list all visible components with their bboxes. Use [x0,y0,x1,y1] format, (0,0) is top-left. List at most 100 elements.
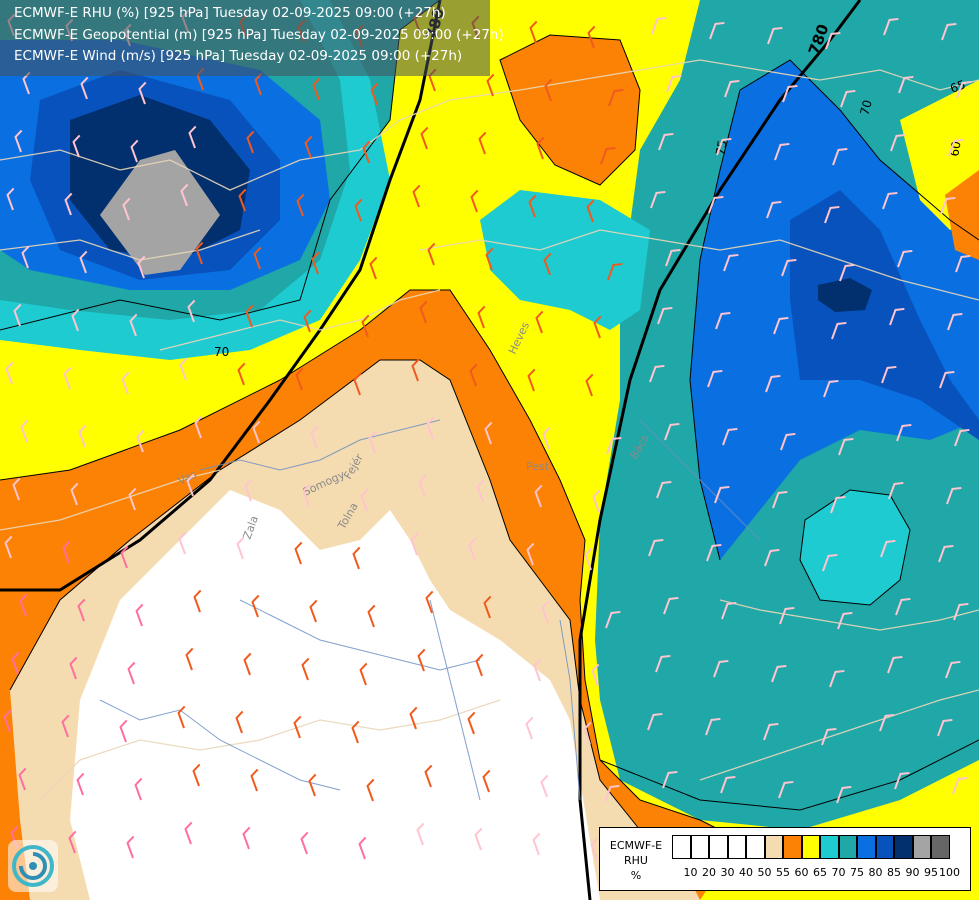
title-wind: ECMWF-E Wind (m/s) [925 hPa] Tuesday 02-… [14,48,463,64]
wind-barb [69,656,78,680]
wind-barb [134,777,143,801]
wind-barb [412,184,421,208]
wind-barb [409,706,418,730]
wind-barb [126,835,135,859]
legend-tick-label: 80 [868,866,883,879]
wind-barb [120,545,129,569]
wind-barb [310,425,319,449]
wind-barb [195,241,204,265]
wind-barb [68,830,77,854]
wind-barb [6,187,15,211]
wind-barb [955,254,971,273]
wind-barb [188,125,197,149]
wind-barb [237,362,246,386]
wind-barb [881,365,897,384]
wind-barb [78,424,87,448]
wind-barb [532,832,541,856]
legend-swatch [857,835,876,859]
wind-barb [294,541,303,565]
wind-barb [366,778,375,802]
wind-barb [940,196,956,215]
rivers [99,419,761,801]
contour-label-70-right: 70 [857,98,874,116]
wind-barb [485,247,494,271]
wind-barb [253,246,262,270]
rhu-band-below-55 [70,490,600,900]
wind-barb [410,532,419,556]
wind-barb [477,305,486,329]
wind-barb [604,784,620,803]
wind-barb [367,604,376,628]
wind-barb [587,25,596,49]
wind-barb [525,716,534,740]
wind-barb [483,595,492,619]
wind-barb [713,659,729,678]
wind-barb [840,89,856,108]
wind-barb [771,664,787,683]
wind-barb [837,611,853,630]
wind-barb [419,300,428,324]
wind-barb [300,831,309,855]
wind-barb [666,74,682,93]
wind-barb [5,361,14,385]
wind-barb [583,721,592,745]
wind-barbs [3,9,972,862]
rhu-band-70-mid [480,190,650,330]
wind-barb [484,421,493,445]
wind-barb [780,432,796,451]
legend-tick-label: 30 [720,866,735,879]
legend-swatch [875,835,894,859]
wind-barb [20,419,29,443]
wind-barb [127,661,136,685]
map-title-box: ECMWF-E RHU (%) [925 hPa] Tuesday 02-09-… [0,0,504,76]
wind-barb [482,769,491,793]
wind-barb [655,654,671,673]
wind-barb [136,429,145,453]
wind-barb [119,719,128,743]
wind-barb [585,373,594,397]
wind-barb [469,363,478,387]
legend-tick-label: 55 [776,866,790,879]
wind-barb [353,372,362,396]
wind-barb [242,826,251,850]
wind-barb [706,543,722,562]
wind-barb [185,647,194,671]
wind-barb [352,546,361,570]
wind-barb [824,205,840,224]
wind-barb [534,484,543,508]
wind-barb [187,299,196,323]
wind-barb [883,17,899,36]
legend-tick-label: 40 [739,866,753,879]
wind-barb [77,598,86,622]
wind-barb [657,306,673,325]
wind-barb [302,483,311,507]
wind-barb [186,473,195,497]
wind-barb [129,313,138,337]
wind-barb [540,774,549,798]
legend-swatch [709,835,728,859]
legend-name: ECMWF-E RHU % [604,838,668,883]
wind-barb [822,553,838,572]
wind-barb [941,22,957,41]
wind-barb [829,669,845,688]
title-geopotential: ECMWF-E Geopotential (m) [925 hPa] Tuesd… [14,26,504,43]
wind-barb [193,589,202,613]
wind-barb [130,139,139,163]
legend-swatch [672,835,691,859]
wind-barb [605,610,621,629]
legend-model: ECMWF-E [609,839,663,852]
wind-barb [898,75,914,94]
wind-barb [62,540,71,564]
wind-barb [304,135,313,159]
wind-barb [825,31,841,50]
wind-barb [938,544,954,563]
legend-swatch [894,835,913,859]
wind-barb [953,602,969,621]
legend-tick-label: 20 [702,866,716,879]
rhu-band-70-southeast [800,490,910,605]
wind-barb [21,245,30,269]
wind-barb [772,490,788,509]
legend-tick-label: 70 [831,866,846,879]
wind-barb [720,775,736,794]
